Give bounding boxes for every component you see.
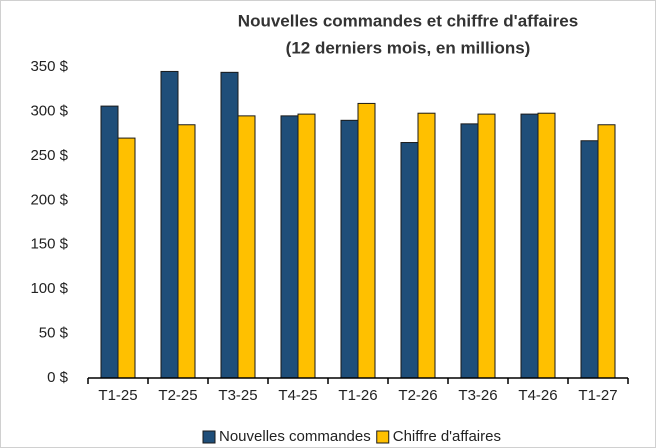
x-tick-label: T1-27 <box>578 387 617 404</box>
bar <box>580 140 599 379</box>
legend-swatch <box>376 430 390 444</box>
y-tick-label: 300 $ <box>30 102 68 119</box>
bar <box>400 142 419 379</box>
legend-label: Nouvelles commandes <box>219 428 371 445</box>
x-tick-label: T1-26 <box>338 387 377 404</box>
bar <box>220 71 239 379</box>
bar <box>117 137 136 379</box>
bar <box>280 115 299 379</box>
legend-swatch <box>202 430 216 444</box>
y-tick-label: 100 $ <box>30 280 68 297</box>
y-tick-label: 50 $ <box>39 325 69 342</box>
y-tick-label: 150 $ <box>30 236 68 253</box>
bar <box>357 102 376 379</box>
x-tick-label: T2-25 <box>158 387 197 404</box>
x-tick-label: T4-25 <box>278 387 317 404</box>
legend: Nouvelles commandes Chiffre d'affaires <box>202 428 501 445</box>
bar <box>177 124 196 379</box>
bar <box>417 112 436 379</box>
bar <box>160 70 179 379</box>
y-tick-label: 0 $ <box>47 369 69 386</box>
chart-subtitle: (12 derniers mois, en millions) <box>286 38 531 57</box>
legend-label: Chiffre d'affaires <box>393 428 501 445</box>
bar <box>100 105 119 379</box>
bar <box>597 124 616 379</box>
x-tick-label: T2-26 <box>398 387 437 404</box>
bar <box>297 113 316 379</box>
bar <box>477 113 496 379</box>
x-tick-label: T3-25 <box>218 387 257 404</box>
x-tick-label: T3-26 <box>458 387 497 404</box>
y-tick-label: 350 $ <box>30 58 68 75</box>
x-tick-label: T1-25 <box>98 387 137 404</box>
y-tick-label: 200 $ <box>30 191 68 208</box>
bar <box>237 115 256 379</box>
chart-title: Nouvelles commandes et chiffre d'affaire… <box>238 11 578 30</box>
bar <box>460 123 479 379</box>
bar <box>340 119 359 379</box>
y-tick-label: 250 $ <box>30 147 68 164</box>
x-tick-label: T4-26 <box>518 387 557 404</box>
bar <box>537 112 556 379</box>
bar <box>520 113 539 379</box>
